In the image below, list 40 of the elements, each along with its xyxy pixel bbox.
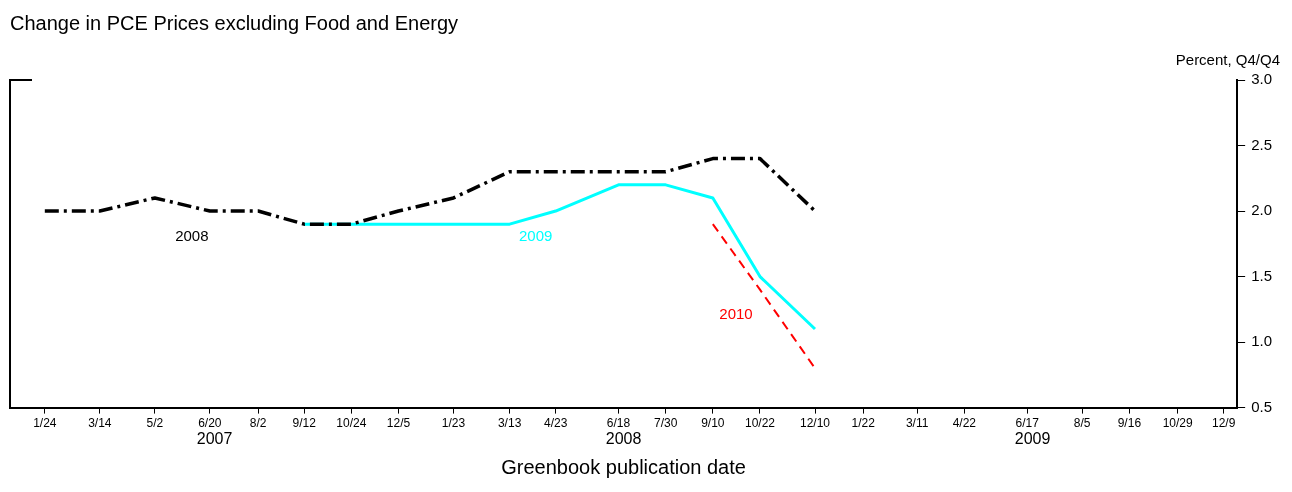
text: 2008	[605, 430, 642, 448]
line-series	[43, 156, 817, 226]
x-tick-label: 6/20	[198, 416, 222, 431]
x-tick-label: 3/13	[497, 416, 522, 431]
x-tick-label: 10/29	[1162, 416, 1193, 431]
y-axis-title: Percent, Q4/Q4	[1175, 50, 1280, 68]
x-tick-label: 1/24	[33, 416, 57, 431]
x-tick-label: 6/17	[1015, 416, 1040, 431]
x-axis-title: Greenbook publication date	[501, 455, 746, 478]
x-tick-label: 7/30	[654, 416, 678, 431]
x-tick-label: 10/22	[744, 416, 776, 431]
chart-title: Change in PCE Prices excluding Food and Energy	[10, 11, 459, 34]
x-tick-label: 8/2	[249, 416, 267, 431]
x-tick-label: 4/23	[543, 416, 568, 431]
x-tick-label: 1/22	[851, 416, 876, 431]
x-tick-label: 10/24	[336, 416, 367, 431]
x-tick-label: 8/5	[1073, 416, 1091, 431]
y-tick-label: 2.5	[1251, 135, 1273, 153]
x-tick-label: 3/11	[905, 416, 929, 431]
x-tick-label: 4/22	[952, 416, 977, 431]
x-tick-label: 1/23	[441, 416, 466, 431]
x-tick-label: 9/12	[292, 416, 317, 431]
y-tick-label: 3.0	[1251, 70, 1273, 88]
text: 2009	[1014, 430, 1051, 448]
series-label: 2009	[518, 227, 553, 245]
x-tick-label: 12/10	[799, 416, 831, 431]
x-tick-label: 9/16	[1117, 416, 1142, 431]
x-tick-label: 12/9	[1212, 416, 1236, 431]
x-tick-label: 12/5	[386, 416, 411, 431]
x-tick-label: 9/10	[701, 416, 725, 431]
y-tick-label: 2.0	[1251, 201, 1273, 219]
y-tick-label: 1.5	[1251, 266, 1273, 284]
series-label: 2010	[719, 304, 753, 322]
text: 2007	[196, 430, 233, 448]
series-label: 2008	[175, 227, 209, 245]
x-tick-label: 5/2	[146, 416, 164, 431]
x-tick-label: 3/14	[88, 416, 112, 431]
y-tick-label: 1.0	[1251, 332, 1273, 350]
y-tick-label: 0.5	[1251, 397, 1273, 415]
x-tick-label: 6/18	[606, 416, 631, 431]
